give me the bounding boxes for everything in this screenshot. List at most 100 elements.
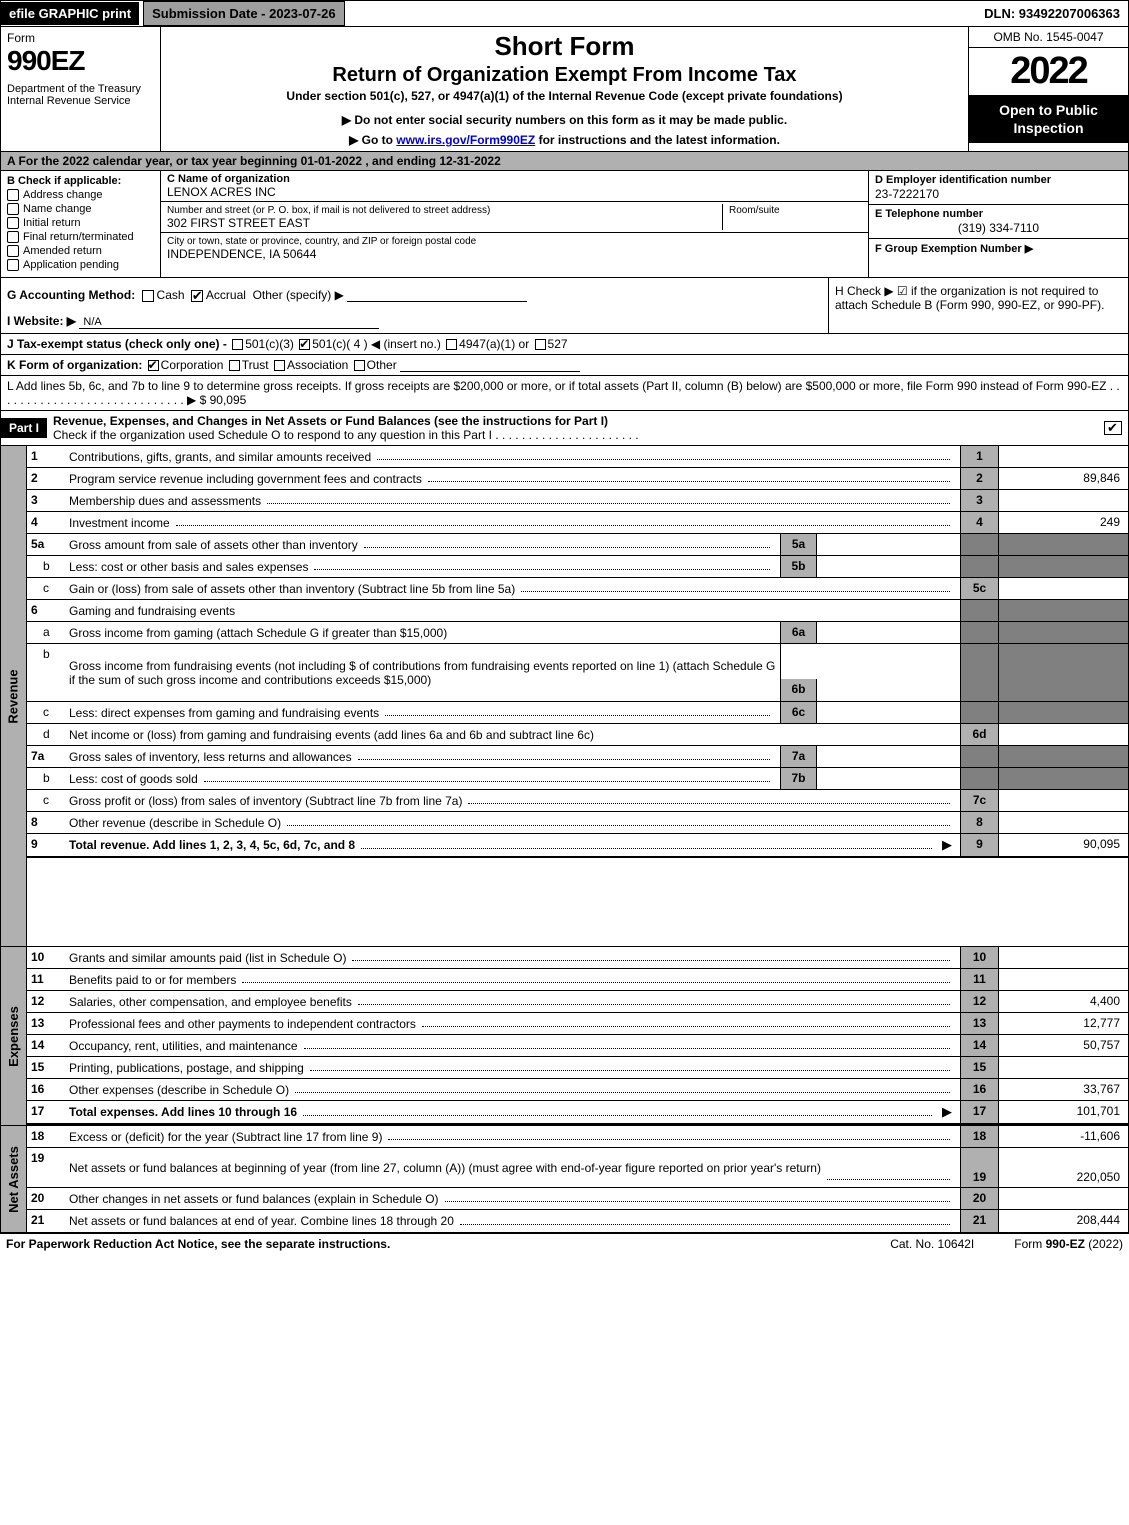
ln6-num: 6 <box>27 600 69 621</box>
ln5b-num: b <box>27 556 69 577</box>
grey-cell <box>998 702 1128 723</box>
netassets-group: Net Assets 18Excess or (deficit) for the… <box>1 1126 1128 1232</box>
c-city-value: INDEPENDENCE, IA 50644 <box>167 247 316 261</box>
ln11-v <box>998 969 1128 990</box>
grey-cell <box>960 600 998 621</box>
ln7c-r: 7c <box>960 790 998 811</box>
l-value: 90,095 <box>210 393 247 407</box>
ln5a-mv <box>817 534 960 555</box>
subtitle-goto: ▶ Go to www.irs.gov/Form990EZ for instru… <box>167 133 962 147</box>
grey-cell <box>998 746 1128 767</box>
ln6b-m: 6b <box>781 679 817 701</box>
d-ein-label: D Employer identification number <box>875 174 1051 186</box>
checkbox-association[interactable] <box>274 360 285 371</box>
ln5b-mv <box>817 556 960 577</box>
ln17-desc: Total expenses. Add lines 10 through 16 <box>69 1105 297 1119</box>
ln7b-desc: Less: cost of goods sold <box>69 772 198 786</box>
checkbox-initial-return[interactable] <box>7 217 19 229</box>
l-text: L Add lines 5b, 6c, and 7b to line 9 to … <box>7 379 1120 407</box>
subtitle-section: Under section 501(c), 527, or 4947(a)(1)… <box>167 89 962 103</box>
checkbox-corporation[interactable] <box>148 360 159 371</box>
checkbox-final-return[interactable] <box>7 231 19 243</box>
b-item: Final return/terminated <box>23 231 134 243</box>
header-right: OMB No. 1545-0047 2022 Open to Public In… <box>968 27 1128 151</box>
k-assoc: Association <box>287 358 348 372</box>
c-addr-label: Number and street (or P. O. box, if mail… <box>167 205 490 216</box>
ln21-desc: Net assets or fund balances at end of ye… <box>69 1214 454 1228</box>
ln5c-num: c <box>27 578 69 599</box>
checkbox-amended-return[interactable] <box>7 245 19 257</box>
ln7c-num: c <box>27 790 69 811</box>
ln14-v: 50,757 <box>998 1035 1128 1056</box>
ln20-r: 20 <box>960 1188 998 1209</box>
ln2-v: 89,846 <box>998 468 1128 489</box>
ln6a-mv <box>817 622 960 643</box>
grey-cell <box>960 702 998 723</box>
arrow-icon: ▶ <box>938 837 956 853</box>
k-pre: K Form of organization: <box>7 358 142 372</box>
k-corp: Corporation <box>161 358 224 372</box>
ln7b-m: 7b <box>781 768 817 789</box>
ln3-r: 3 <box>960 490 998 511</box>
checkbox-4947[interactable] <box>446 339 457 350</box>
ln15-v <box>998 1057 1128 1078</box>
k-other-blank[interactable] <box>400 359 580 372</box>
ln20-desc: Other changes in net assets or fund bala… <box>69 1192 439 1206</box>
ln12-r: 12 <box>960 991 998 1012</box>
row-a-tax-year: A For the 2022 calendar year, or tax yea… <box>0 152 1129 171</box>
checkbox-address-change[interactable] <box>7 189 19 201</box>
checkbox-accrual[interactable] <box>191 290 203 302</box>
ln13-r: 13 <box>960 1013 998 1034</box>
ln2-num: 2 <box>27 468 69 489</box>
b-item: Address change <box>23 189 103 201</box>
efile-label[interactable]: efile GRAPHIC print <box>1 2 139 25</box>
checkbox-name-change[interactable] <box>7 203 19 215</box>
checkbox-501c3[interactable] <box>232 339 243 350</box>
checkbox-schedule-o[interactable] <box>1104 421 1122 435</box>
header-center: Short Form Return of Organization Exempt… <box>161 27 968 151</box>
grey-cell <box>960 768 998 789</box>
website-value: N/A <box>79 316 379 329</box>
checkbox-trust[interactable] <box>229 360 240 371</box>
grey-cell <box>960 746 998 767</box>
ln19-desc: Net assets or fund balances at beginning… <box>69 1161 821 1175</box>
grey-cell <box>998 768 1128 789</box>
ln12-desc: Salaries, other compensation, and employ… <box>69 995 352 1009</box>
g-other-blank[interactable] <box>347 288 527 302</box>
irs-link[interactable]: www.irs.gov/Form990EZ <box>396 133 535 147</box>
k-trust: Trust <box>242 358 269 372</box>
checkbox-527[interactable] <box>535 339 546 350</box>
ln3-desc: Membership dues and assessments <box>69 494 261 508</box>
ln9-v: 90,095 <box>998 834 1128 856</box>
h-box: H Check ▶ ☑ if the organization is not r… <box>828 278 1128 333</box>
ln19-v: 220,050 <box>998 1148 1128 1187</box>
form-header: Form 990EZ Department of the Treasury In… <box>0 27 1129 152</box>
ln5c-r: 5c <box>960 578 998 599</box>
checkbox-application-pending[interactable] <box>7 259 19 271</box>
ln10-v <box>998 947 1128 968</box>
ln13-v: 12,777 <box>998 1013 1128 1034</box>
ln6b-desc: Gross income from fundraising events (no… <box>69 659 776 687</box>
gh-left: G Accounting Method: Cash Accrual Other … <box>1 278 828 333</box>
ln9-r: 9 <box>960 834 998 856</box>
footer-right: Form 990-EZ (2022) <box>1014 1237 1123 1251</box>
ln4-num: 4 <box>27 512 69 533</box>
part1-label: Part I <box>1 418 47 438</box>
j-opt2: 501(c)( 4 ) ◀ (insert no.) <box>312 337 441 351</box>
checkbox-501c[interactable] <box>299 339 310 350</box>
ln2-desc: Program service revenue including govern… <box>69 472 422 486</box>
ln6d-desc: Net income or (loss) from gaming and fun… <box>69 728 594 742</box>
ln15-r: 15 <box>960 1057 998 1078</box>
checkbox-other-org[interactable] <box>354 360 365 371</box>
checkbox-cash[interactable] <box>142 290 154 302</box>
ln12-v: 4,400 <box>998 991 1128 1012</box>
ln19-num: 19 <box>27 1148 69 1187</box>
ln20-num: 20 <box>27 1188 69 1209</box>
form-word: Form <box>7 31 154 45</box>
ln1-desc: Contributions, gifts, grants, and simila… <box>69 450 371 464</box>
ln11-r: 11 <box>960 969 998 990</box>
k-other: Other <box>367 358 397 372</box>
h-text: H Check ▶ ☑ if the organization is not r… <box>835 284 1104 312</box>
g-label: G Accounting Method: <box>7 288 135 302</box>
ln4-desc: Investment income <box>69 516 170 530</box>
